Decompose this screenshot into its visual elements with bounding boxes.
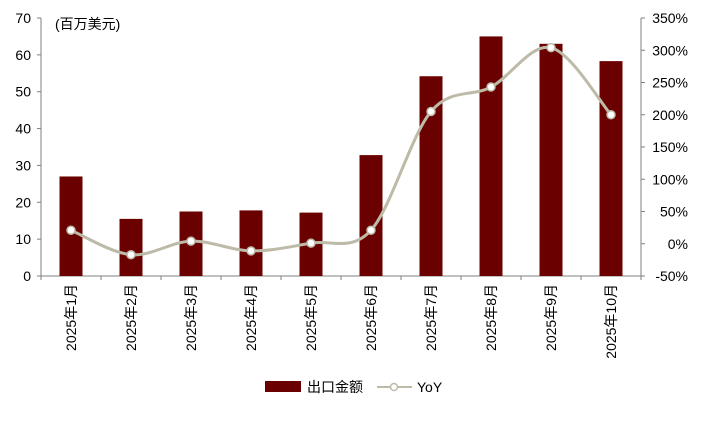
- y-right-tick-label: 0%: [668, 236, 688, 252]
- x-tick-label: 2025年6月: [363, 284, 379, 351]
- bars-layer: [59, 36, 623, 276]
- legend-swatch-bar: [265, 381, 301, 392]
- yoy-point-2: [126, 249, 136, 260]
- x-tick-label: 2025年2月: [123, 284, 139, 351]
- legend-swatch-marker: [389, 382, 399, 392]
- y-right-tick-label: 250%: [652, 75, 688, 91]
- line-layer: [66, 42, 616, 260]
- yoy-point-4: [246, 246, 256, 256]
- yoy-point-10: [606, 110, 616, 120]
- y-left-tick-label: 60: [15, 47, 31, 63]
- x-tick-label: 2025年8月: [483, 284, 499, 351]
- x-tick-label: 2025年4月: [243, 284, 259, 351]
- y-left-tick-label: 0: [23, 268, 31, 284]
- y-right-tick-label: 350%: [652, 10, 688, 26]
- y-right-tick-label: 100%: [652, 171, 688, 187]
- bar-6: [359, 155, 383, 276]
- bar-8: [479, 36, 503, 276]
- x-tick-label: 2025年9月: [543, 284, 559, 351]
- legend-label-line: YoY: [417, 379, 443, 395]
- x-tick-label: 2025年5月: [303, 284, 319, 351]
- x-tick-label: 2025年3月: [183, 284, 199, 351]
- y-right-tick-label: -50%: [655, 268, 688, 284]
- yoy-point-6: [366, 225, 376, 235]
- x-tick-label: 2025年10月: [603, 284, 619, 359]
- y-left-tick-label: 10: [15, 231, 31, 247]
- yoy-point-3: [186, 236, 196, 246]
- x-tick-label: 2025年7月: [423, 284, 439, 351]
- yoy-point-7: [426, 106, 436, 117]
- bar-4: [239, 210, 263, 276]
- y-left-tick-label: 40: [15, 121, 31, 137]
- bar-2: [119, 218, 143, 276]
- y-right-tick-label: 50%: [660, 204, 688, 220]
- unit-label: (百万美元): [55, 16, 120, 32]
- y-left-tick-label: 50: [15, 84, 31, 100]
- yoy-line: [70, 45, 613, 257]
- y-right-tick-label: 150%: [652, 139, 688, 155]
- y-left-tick-label: 30: [15, 157, 31, 173]
- y-right-tick-label: 200%: [652, 107, 688, 123]
- legend: 出口金额 YoY: [265, 379, 443, 395]
- bar-10: [599, 61, 623, 276]
- yoy-point-5: [306, 238, 316, 248]
- yoy-point-1: [66, 225, 76, 235]
- yoy-point-9: [546, 42, 556, 53]
- yoy-point-8: [486, 82, 496, 92]
- y-left-tick-label: 20: [15, 194, 31, 210]
- bar-7: [419, 76, 443, 276]
- y-left-tick-label: 70: [15, 10, 31, 26]
- x-tick-label: 2025年1月: [63, 284, 79, 351]
- legend-label-bar: 出口金额: [307, 379, 363, 395]
- y-right-tick-label: 300%: [652, 42, 688, 58]
- bar-9: [539, 43, 563, 276]
- labels-layer: 0 10 20 30 40 50 60 70 -50% 0% 50% 100% 150% 200% 250%…: [15, 10, 688, 359]
